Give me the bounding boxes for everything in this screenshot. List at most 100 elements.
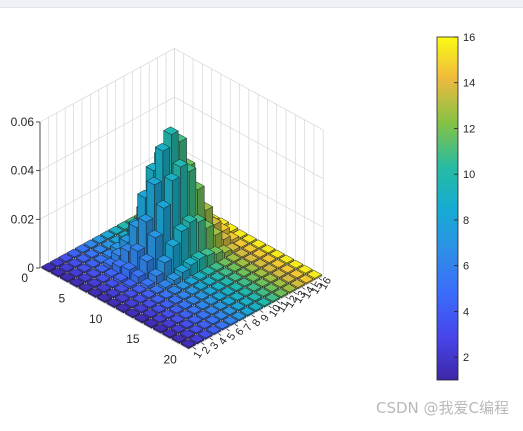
y-tick-label: 5 — [59, 291, 66, 305]
x-tick-label: 1 — [191, 349, 204, 361]
x-tick — [260, 310, 264, 313]
bar — [50, 267, 66, 278]
bar — [151, 314, 168, 325]
bar — [96, 293, 113, 304]
bar — [237, 287, 254, 298]
bar — [161, 319, 177, 330]
bar — [279, 264, 296, 275]
bar — [204, 315, 221, 326]
bar — [230, 301, 246, 312]
bar — [269, 249, 285, 260]
x-tick — [234, 324, 239, 327]
bar — [210, 281, 227, 292]
bar — [200, 266, 216, 278]
x-tick-label: 3 — [208, 340, 221, 352]
x-tick — [251, 314, 255, 318]
x-tick — [310, 282, 314, 286]
bar — [219, 286, 236, 297]
bar — [261, 263, 278, 274]
bar — [221, 306, 238, 317]
bar — [234, 248, 250, 259]
bar — [84, 249, 100, 260]
x-tick — [243, 319, 247, 322]
bar — [281, 283, 297, 294]
colorbar-tick-label: 6 — [463, 261, 469, 273]
x-tick — [318, 278, 323, 281]
y-tick-label: 10 — [89, 312, 103, 326]
bar — [192, 271, 208, 282]
bar — [219, 277, 235, 288]
x-tick-label: 12 — [284, 294, 301, 311]
x-tick-label: 10 — [267, 303, 284, 320]
figure-window: 0 0.02 0.04 0.06 0 5 10 15 20 1 2 3 4 5 6 7 8 9 10 11 12 13 14… — [0, 8, 523, 426]
bar — [124, 308, 141, 319]
bar — [167, 295, 184, 306]
bar — [176, 290, 192, 301]
x-tick — [302, 287, 306, 290]
colorbar-tick-label: 4 — [463, 306, 469, 318]
bar — [251, 249, 268, 260]
bar — [143, 318, 159, 329]
colorbar-gradient — [436, 36, 459, 381]
bar — [185, 295, 201, 306]
bars — [41, 126, 323, 350]
bar — [77, 273, 93, 284]
bar — [134, 313, 150, 324]
bar — [123, 289, 139, 300]
bar — [228, 282, 244, 293]
bar — [108, 225, 124, 236]
bar — [278, 254, 295, 265]
bar — [203, 296, 219, 307]
bar — [150, 304, 167, 315]
colorbar-tick-label: 12 — [463, 123, 475, 135]
bar — [177, 309, 194, 320]
bar — [169, 314, 185, 325]
bar — [252, 258, 269, 269]
bar — [192, 281, 209, 292]
bar — [245, 273, 261, 284]
bar — [184, 285, 200, 296]
bar — [104, 278, 120, 289]
bar — [95, 273, 111, 284]
bar — [218, 267, 234, 278]
bar — [76, 263, 92, 274]
bar — [227, 272, 243, 283]
bar — [86, 278, 103, 289]
bar — [165, 272, 182, 286]
bar — [263, 283, 280, 294]
bar — [179, 329, 196, 340]
bar — [260, 244, 276, 255]
bar — [168, 304, 185, 315]
z-tick-label: 0.06 — [11, 115, 35, 129]
bar — [183, 276, 200, 287]
colorbar-tick-label: 8 — [463, 215, 469, 227]
x-tick — [276, 301, 281, 304]
y-tick-label: 20 — [163, 353, 177, 367]
x-tick — [201, 342, 205, 345]
bar — [270, 259, 286, 270]
x-tick-label: 2 — [200, 345, 213, 357]
z-tick-label: 0.02 — [11, 212, 35, 226]
bar — [58, 263, 75, 274]
y-tick-label: 0 — [21, 271, 28, 285]
bar — [204, 305, 220, 316]
bar — [49, 257, 65, 268]
bar — [152, 323, 169, 334]
bar — [262, 273, 279, 284]
bar — [41, 262, 57, 273]
y-tick-label: 15 — [126, 332, 140, 346]
bar — [158, 290, 174, 301]
colorbar-tick-label: 16 — [463, 32, 475, 44]
colorbar-tick-label: 10 — [463, 169, 475, 181]
x-tick-label: 5 — [225, 331, 238, 343]
bar — [289, 279, 306, 290]
colorbar-tick-label: 14 — [463, 78, 475, 90]
bar — [264, 293, 281, 304]
x-tick-label: 7 — [242, 322, 255, 334]
x-tick — [218, 333, 222, 336]
z-tick-label: 0.04 — [11, 164, 35, 178]
bar — [68, 268, 84, 279]
bar — [85, 268, 102, 279]
bar — [214, 320, 230, 331]
bar — [197, 329, 213, 340]
